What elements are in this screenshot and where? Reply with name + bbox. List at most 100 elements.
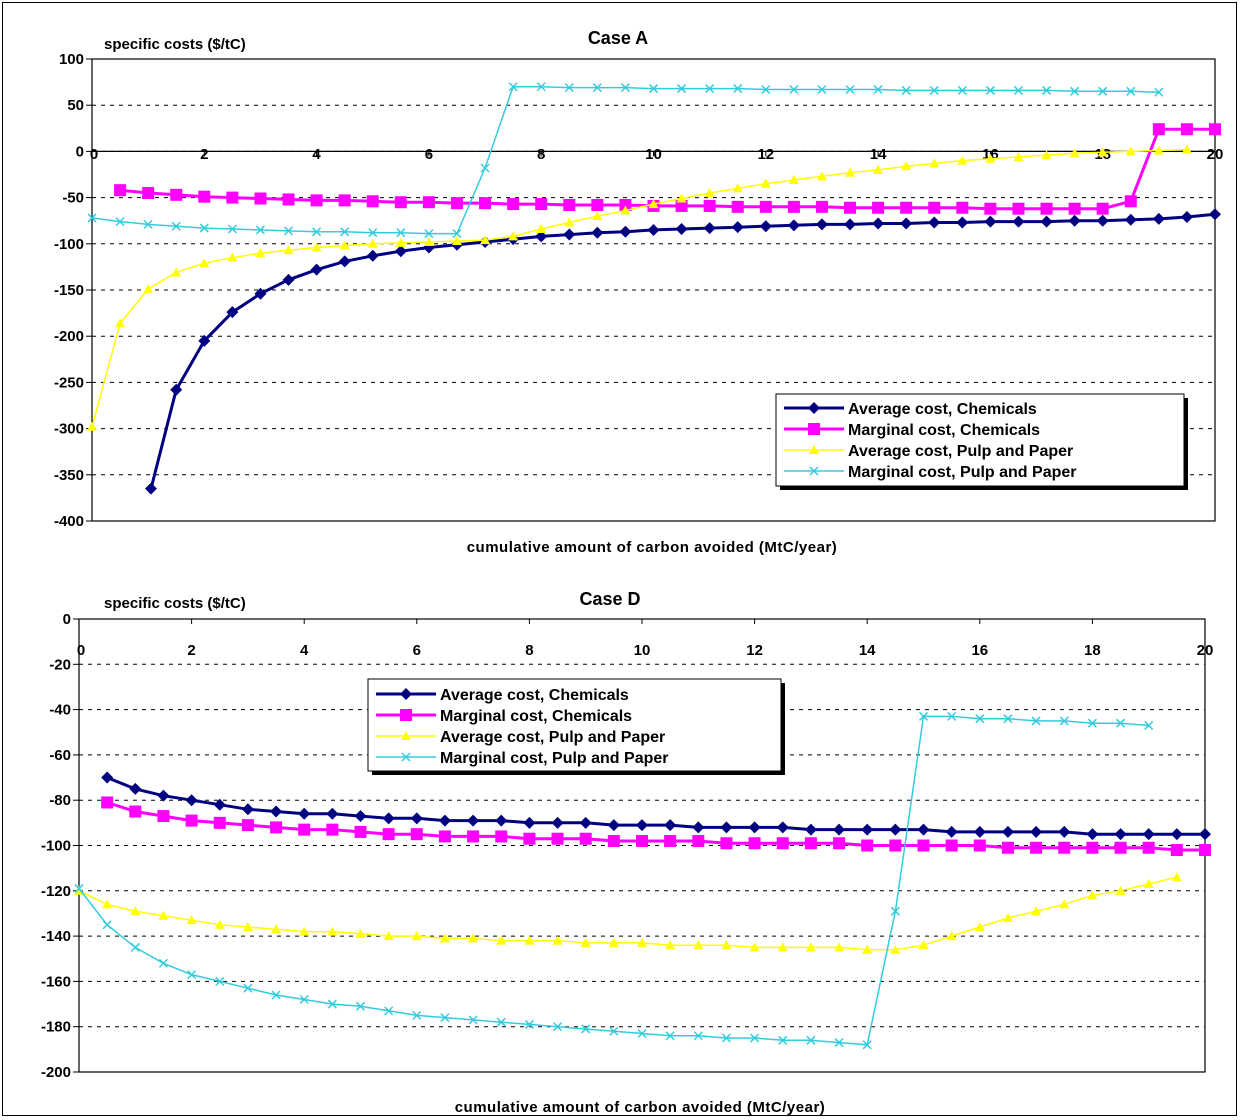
legend-label: Marginal cost, Chemicals: [440, 708, 632, 725]
data-point: [947, 711, 957, 721]
data-point: [338, 255, 351, 268]
data-point: [467, 830, 480, 843]
data-point: [1097, 147, 1108, 157]
data-point: [496, 1017, 506, 1027]
y-tick-label: -60: [49, 747, 71, 764]
data-point: [1096, 202, 1109, 215]
data-point: [637, 937, 647, 947]
data-point: [271, 990, 281, 1000]
data-point: [620, 205, 631, 215]
data-point: [833, 823, 846, 836]
data-point: [957, 155, 968, 165]
legend-label: Marginal cost, Pulp and Paper: [440, 750, 669, 767]
x-axis-label: cumulative amount of carbon avoided (MtC…: [467, 539, 838, 556]
data-point: [226, 191, 239, 204]
data-point: [817, 84, 827, 95]
data-point: [368, 228, 378, 238]
data-point: [609, 1026, 619, 1036]
data-point: [704, 187, 715, 197]
data-point: [215, 976, 225, 986]
data-point: [523, 816, 536, 829]
data-point: [664, 819, 677, 832]
data-point: [1144, 720, 1154, 730]
data-point: [1068, 202, 1081, 215]
y-tick-label: -300: [54, 421, 84, 438]
data-point: [901, 161, 912, 171]
data-point: [282, 273, 295, 286]
data-point: [384, 1006, 394, 1016]
data-point: [973, 839, 986, 852]
data-point: [422, 196, 435, 209]
series-marginal-cost-pulp-and-paper: [74, 711, 1154, 1050]
data-point: [536, 82, 546, 92]
y-axis-label: specific costs ($/tC): [104, 595, 246, 612]
data-point: [929, 85, 939, 95]
data-point: [214, 919, 225, 929]
data-point: [171, 221, 181, 231]
y-axis-label: specific costs ($/tC): [104, 36, 246, 53]
data-point: [340, 227, 350, 237]
data-point: [1001, 825, 1014, 838]
data-point: [480, 235, 491, 245]
data-point: [648, 199, 659, 209]
x-tick-label: 4: [300, 642, 309, 659]
data-point: [157, 789, 170, 802]
data-point: [158, 958, 168, 968]
y-tick-label: -350: [54, 467, 84, 484]
data-point: [1142, 828, 1155, 841]
data-point: [394, 245, 407, 258]
data-point: [675, 223, 688, 236]
data-point: [957, 85, 967, 95]
data-point: [1086, 828, 1099, 841]
data-point: [552, 935, 563, 945]
data-point: [213, 816, 226, 829]
x-tick-label: 10: [645, 146, 662, 163]
data-point: [703, 222, 716, 235]
data-point: [693, 1031, 703, 1041]
data-point: [1143, 879, 1154, 889]
data-point: [721, 940, 732, 950]
data-point: [636, 819, 648, 832]
data-point: [311, 242, 322, 252]
data-point: [339, 240, 350, 250]
series-line: [119, 127, 1215, 211]
legend: Average cost, Chemicals Marginal cost, Ch…: [367, 678, 785, 775]
data-point: [524, 935, 535, 945]
data-point: [580, 937, 591, 947]
data-point: [1001, 841, 1014, 854]
data-point: [815, 218, 828, 231]
x-tick-label: 14: [859, 642, 876, 659]
data-point: [1181, 144, 1192, 154]
x-tick-label: 20: [1207, 146, 1224, 163]
data-point: [87, 421, 97, 431]
data-point: [1040, 202, 1053, 215]
chart-case-d: Case D specific costs ($/tC) cumulative …: [41, 589, 1213, 1116]
data-point: [394, 196, 407, 209]
data-point: [945, 839, 958, 852]
data-point: [815, 200, 828, 213]
data-point: [1087, 890, 1098, 900]
data-point: [647, 223, 660, 236]
data-point: [383, 931, 394, 941]
data-point: [693, 940, 704, 950]
data-point: [592, 83, 602, 93]
series-line: [78, 876, 1177, 951]
y-tick-label: -150: [54, 282, 84, 299]
legend-label: Marginal cost, Chemicals: [848, 422, 1040, 439]
y-tick-label: -160: [41, 973, 71, 990]
data-point: [451, 236, 462, 246]
data-point: [1115, 885, 1126, 895]
data-point: [563, 198, 576, 211]
data-point: [102, 920, 112, 930]
data-point: [845, 167, 856, 177]
data-point: [1003, 714, 1013, 724]
data-point: [861, 839, 874, 852]
data-point: [1142, 841, 1155, 854]
data-point: [185, 814, 198, 827]
data-point: [468, 1015, 478, 1025]
data-point: [438, 814, 451, 827]
data-point: [1114, 828, 1127, 841]
data-point: [581, 1024, 591, 1034]
data-point: [1013, 151, 1024, 161]
data-point: [607, 819, 620, 832]
